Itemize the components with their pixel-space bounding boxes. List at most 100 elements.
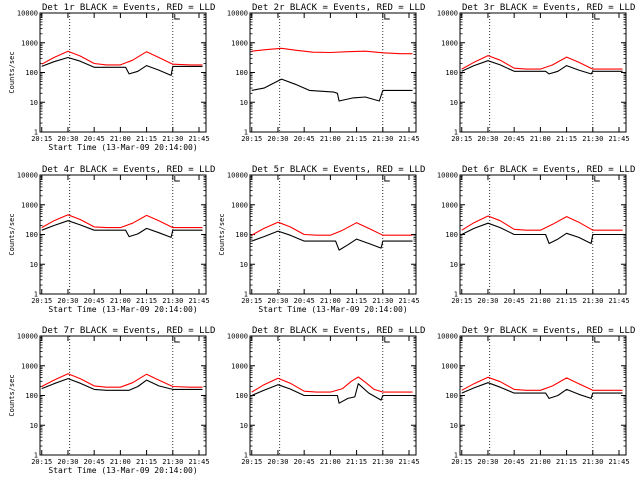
x-tick-label: 21:30 [162,458,183,466]
y-tick-label: 1 [34,129,38,137]
y-tick-label: 10 [30,99,38,107]
x-tick-label: 21:30 [372,135,393,143]
y-tick-label: 100 [25,392,38,400]
x-tick-label: 20:15 [31,135,52,143]
x-tick-label: 20:15 [31,297,52,305]
y-tick-label: 1000 [441,201,458,209]
panel-det-1: Det 1r BLACK = Events, RED = LLD 1 10 100 10… [8,3,215,152]
y-tick-label: 1000 [231,201,248,209]
series-lld [41,50,203,66]
y-tick-label: 10000 [227,172,248,180]
plot-frame [39,335,207,456]
x-tick-label: 21:30 [162,297,183,305]
x-tick-label: 20:15 [451,458,472,466]
x-tick-label: 21:15 [346,458,367,466]
x-tick-label: 21:15 [556,135,577,143]
y-tick-label: 1 [34,452,38,460]
panel-title: Det 8r BLACK = Events, RED = LLD [252,326,425,336]
series-events [461,382,623,399]
bracket-icon [594,337,600,343]
bracket-icon [174,337,180,343]
y-axis-label: Counts/sec [8,374,16,416]
x-tick-label: 20:30 [477,458,498,466]
x-tick-label: 21:45 [188,458,209,466]
series-events [251,230,413,251]
y-axis-label: Counts/sec [218,213,226,255]
y-tick-label: 1 [34,291,38,299]
x-tick-label: 20:30 [267,297,288,305]
y-tick-label: 1000 [441,362,458,370]
x-tick-label: 21:00 [320,297,341,305]
panel-det-5: Det 5r BLACK = Events, RED = LLD 1 10 100 10… [218,165,425,314]
x-tick-label: 21:00 [530,458,551,466]
plot-frame [459,335,627,456]
x-tick-label: 21:30 [372,458,393,466]
y-tick-label: 1 [454,452,458,460]
x-tick-label: 21:30 [372,297,393,305]
series-lld [251,376,413,393]
panel-det-3: Det 3r BLACK = Events, RED = LLD 1 10 100 10… [437,3,635,143]
panel-title: Det 6r BLACK = Events, RED = LLD [462,165,635,175]
x-tick-label: 21:00 [530,135,551,143]
bracket-icon [174,14,180,20]
y-tick-label: 10 [450,99,458,107]
y-axis-label: Counts/sec [8,213,16,255]
panel-title: Det 4r BLACK = Events, RED = LLD [42,165,215,175]
y-tick-label: 1000 [231,362,248,370]
x-tick-label: 21:00 [110,458,131,466]
y-tick-label: 10 [240,261,248,269]
panel-det-8: Det 8r BLACK = Events, RED = LLD 1 10 100 10… [227,326,425,466]
x-tick-label: 20:30 [57,135,78,143]
x-tick-label: 21:15 [556,458,577,466]
y-tick-label: 10 [240,422,248,430]
y-tick-label: 10000 [437,333,458,341]
x-tick-label: 20:45 [294,297,315,305]
x-tick-label: 21:15 [136,458,157,466]
x-tick-label: 21:45 [188,135,209,143]
y-tick-label: 1000 [21,201,38,209]
x-tick-label: 21:30 [582,135,603,143]
x-tick-label: 20:30 [477,297,498,305]
x-tick-label: 20:30 [57,458,78,466]
y-tick-label: 10000 [227,333,248,341]
x-axis-label: Start Time (13-Mar-09 20:14:00) [48,143,197,152]
x-tick-label: 21:30 [162,135,183,143]
x-tick-label: 21:00 [320,135,341,143]
x-tick-label: 21:00 [110,297,131,305]
panel-det-6: Det 6r BLACK = Events, RED = LLD 1 10 100 10… [437,165,635,305]
panel-title: Det 7r BLACK = Events, RED = LLD [42,326,215,336]
x-tick-label: 20:45 [294,458,315,466]
y-tick-label: 1 [244,291,248,299]
x-tick-label: 21:00 [530,297,551,305]
x-tick-label: 21:45 [608,135,629,143]
x-tick-label: 21:30 [582,297,603,305]
x-tick-label: 20:15 [241,458,262,466]
y-tick-label: 1000 [21,39,38,47]
y-tick-label: 10000 [227,10,248,18]
x-tick-label: 20:15 [451,297,472,305]
y-tick-label: 10000 [437,172,458,180]
y-tick-label: 10000 [17,10,38,18]
panel-title: Det 9r BLACK = Events, RED = LLD [462,326,635,336]
x-tick-label: 21:15 [136,297,157,305]
x-tick-label: 21:45 [398,135,419,143]
x-tick-label: 21:00 [320,458,341,466]
y-tick-label: 1000 [231,39,248,47]
y-tick-label: 10000 [437,10,458,18]
plot-frame [459,12,627,133]
x-tick-label: 20:15 [31,458,52,466]
x-tick-label: 20:30 [477,135,498,143]
panel-det-2: Det 2r BLACK = Events, RED = LLD 1 10 100 10… [227,3,425,143]
y-tick-label: 100 [25,69,38,77]
series-lld [461,55,623,70]
y-tick-label: 1 [454,291,458,299]
x-tick-label: 21:15 [556,297,577,305]
y-tick-label: 1 [244,452,248,460]
panel-title: Det 1r BLACK = Events, RED = LLD [42,3,215,13]
x-tick-label: 21:30 [582,458,603,466]
bracket-icon [384,14,390,20]
x-tick-label: 21:45 [398,458,419,466]
y-tick-label: 10000 [17,333,38,341]
series-events [41,56,203,76]
